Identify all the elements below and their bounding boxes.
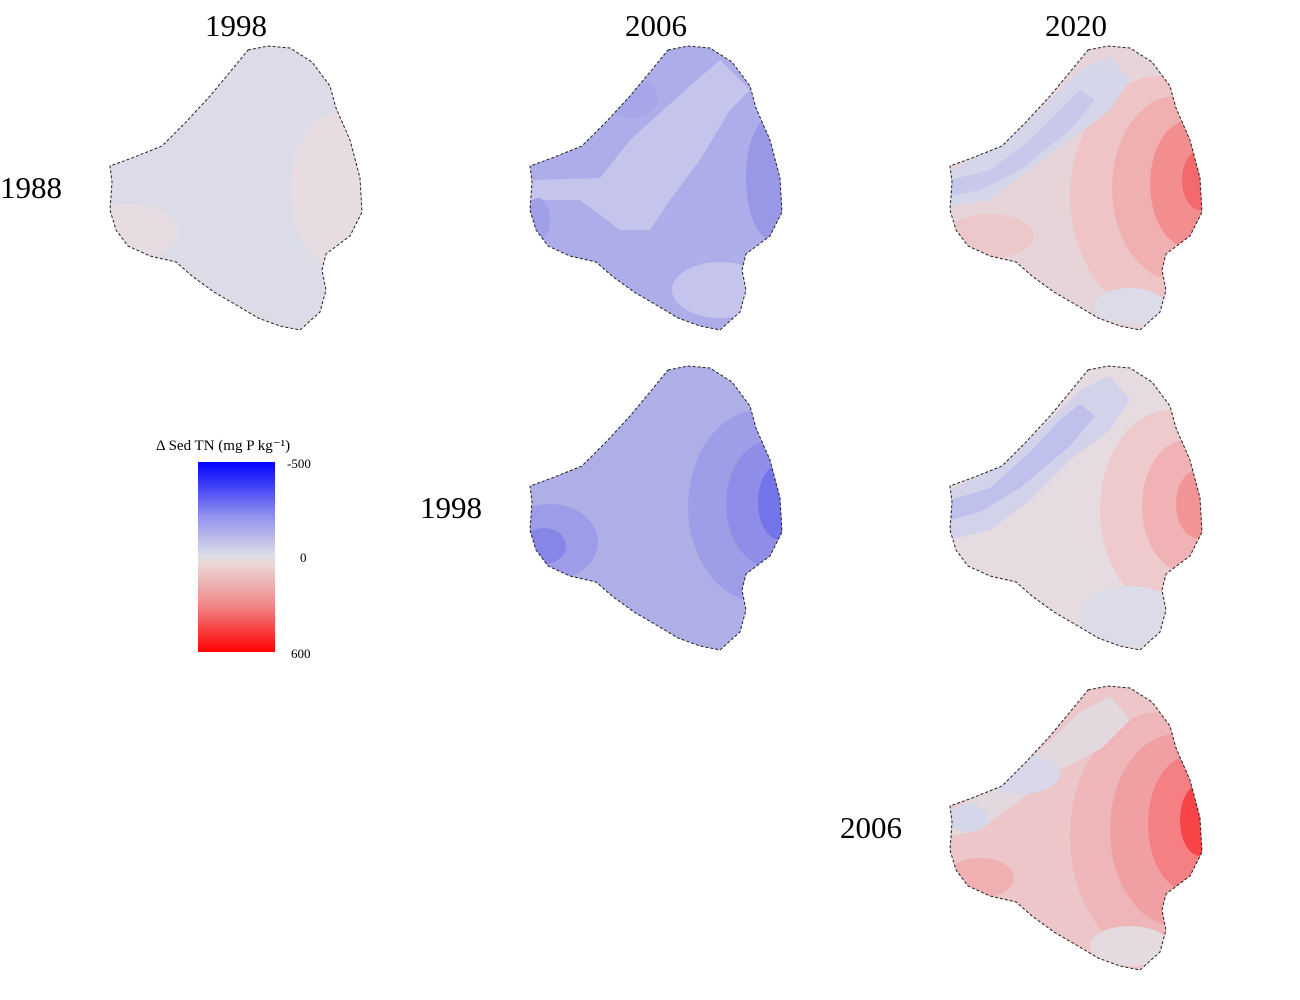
map-panel-1998-2020 bbox=[949, 365, 1203, 651]
map-panel-1988-1998 bbox=[109, 45, 363, 331]
legend-title: Δ Sed TN (mg P kg⁻¹) bbox=[156, 438, 291, 454]
legend-color-bar bbox=[198, 462, 275, 652]
row-label-1998: 1998 bbox=[420, 490, 482, 525]
row-label-1988: 1988 bbox=[0, 170, 62, 205]
map-panel-1988-2006 bbox=[529, 45, 783, 331]
map-panel-1998-2006 bbox=[529, 365, 783, 651]
map-panel-1988-2020 bbox=[949, 45, 1203, 331]
legend-tick-zero: 0 bbox=[300, 550, 307, 565]
legend-tick-max: 600 bbox=[291, 646, 311, 661]
legend-tick-min: -500 bbox=[287, 456, 311, 471]
column-label-2006: 2006 bbox=[625, 8, 687, 43]
map-panel-2006-2020 bbox=[949, 685, 1203, 971]
column-label-1998: 1998 bbox=[205, 8, 267, 43]
row-label-2006: 2006 bbox=[840, 810, 902, 845]
column-label-2020: 2020 bbox=[1045, 8, 1107, 43]
